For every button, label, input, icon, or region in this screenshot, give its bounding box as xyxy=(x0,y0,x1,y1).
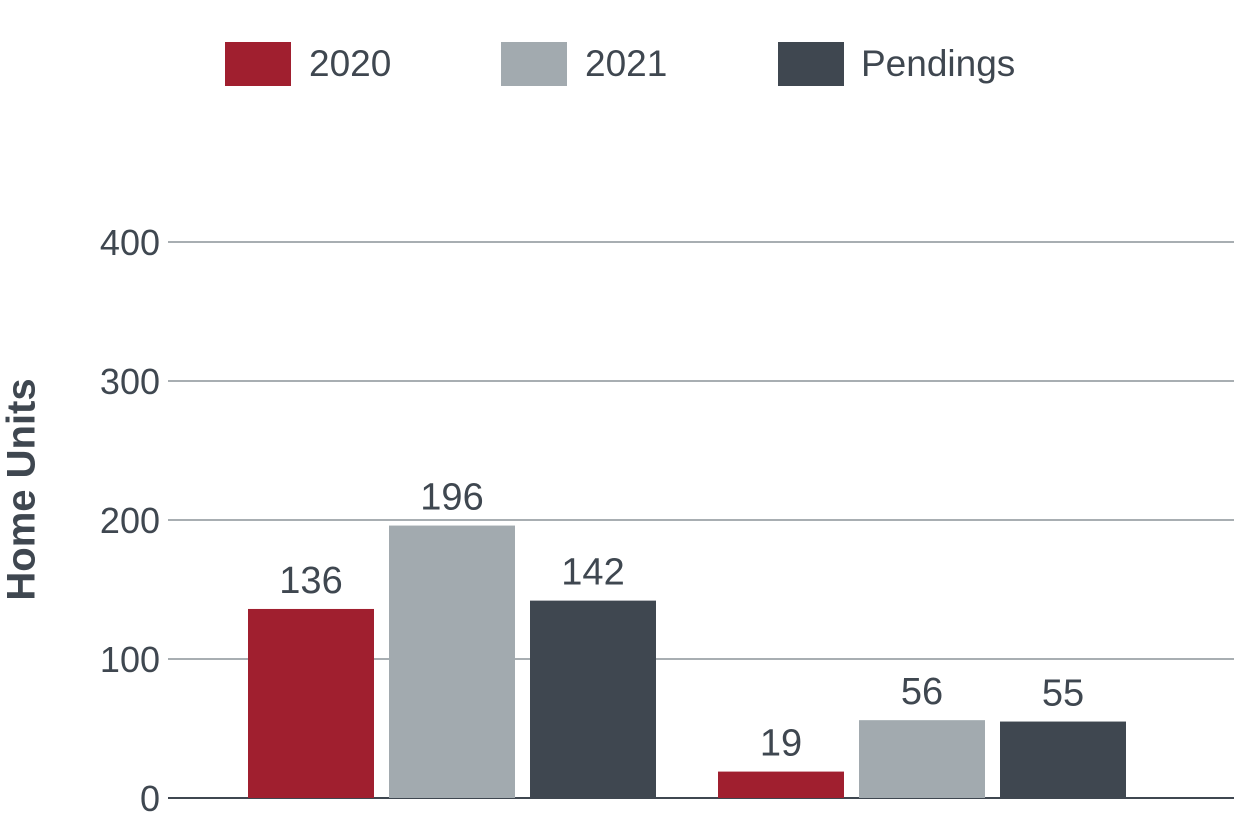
y-tick-label: 200 xyxy=(100,500,160,541)
data-labels: 136 196 142 19 56 55 xyxy=(279,477,1084,765)
data-label: 19 xyxy=(760,723,802,765)
data-label: 56 xyxy=(901,671,943,713)
y-tick-label: 100 xyxy=(100,639,160,680)
bar-2021-1 xyxy=(859,720,985,798)
y-tick-label: 300 xyxy=(100,361,160,402)
bar-pendings-0 xyxy=(530,600,656,798)
y-tick-labels: 0 100 200 300 400 xyxy=(100,222,160,819)
legend-item-2021: 2021 xyxy=(501,42,667,86)
data-label: 136 xyxy=(279,560,342,602)
legend-label-2020: 2020 xyxy=(309,43,392,84)
bar-2020-1 xyxy=(718,771,844,798)
legend-swatch-2020 xyxy=(225,42,291,86)
legend-item-2020: 2020 xyxy=(225,42,391,86)
legend-label-2021: 2021 xyxy=(585,43,668,84)
bar-2021-0 xyxy=(389,525,515,798)
y-tick-label: 400 xyxy=(100,222,160,263)
bar-pendings-1 xyxy=(1000,721,1126,798)
data-label: 55 xyxy=(1042,673,1084,715)
data-label: 196 xyxy=(420,477,483,519)
legend-swatch-2021 xyxy=(501,42,567,86)
data-label: 142 xyxy=(561,552,624,594)
legend-label-pendings: Pendings xyxy=(861,43,1016,84)
y-tick-label: 0 xyxy=(140,778,160,819)
legend-swatch-pendings xyxy=(778,42,844,86)
legend-item-pendings: Pendings xyxy=(778,42,1015,86)
bars xyxy=(248,525,1126,798)
bar-2020-0 xyxy=(248,608,374,798)
